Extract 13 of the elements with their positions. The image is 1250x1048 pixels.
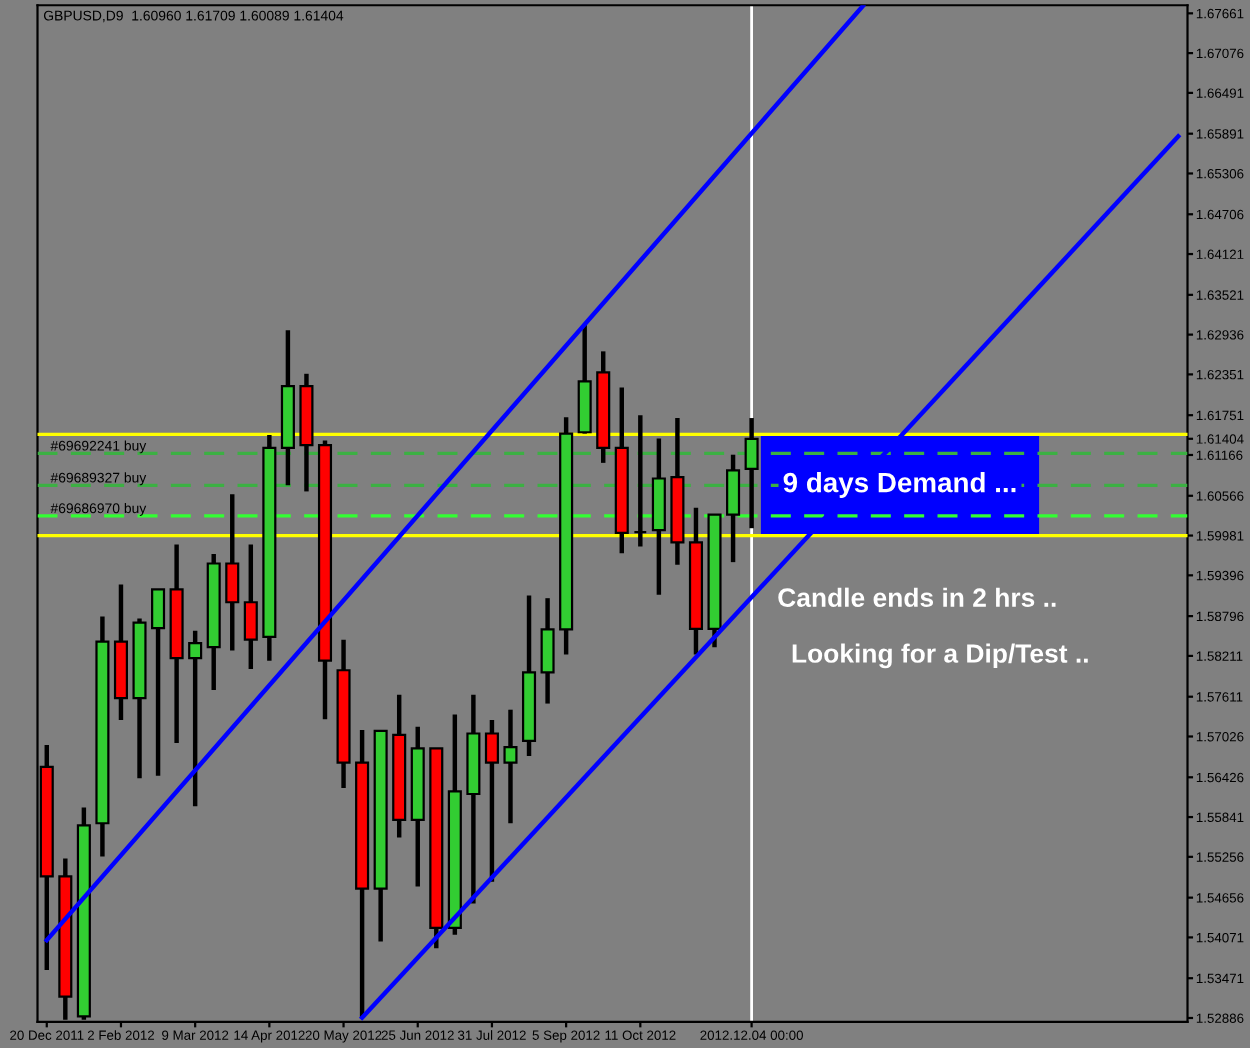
candlestick xyxy=(225,491,240,653)
annotation: Looking for a Dip/Test .. xyxy=(792,643,1088,669)
candlestick xyxy=(503,707,518,826)
candlestick xyxy=(726,452,741,565)
candlestick xyxy=(151,587,166,778)
candlestick xyxy=(188,628,203,809)
annotation: Candle ends in 2 hrs .. xyxy=(778,587,1056,608)
candlestick xyxy=(484,717,499,884)
candlestick xyxy=(744,415,759,531)
candlestick xyxy=(633,413,648,549)
candlestick xyxy=(243,542,258,672)
band-label: 9 days Demand ... xyxy=(783,472,1016,498)
candlestick xyxy=(540,595,555,706)
